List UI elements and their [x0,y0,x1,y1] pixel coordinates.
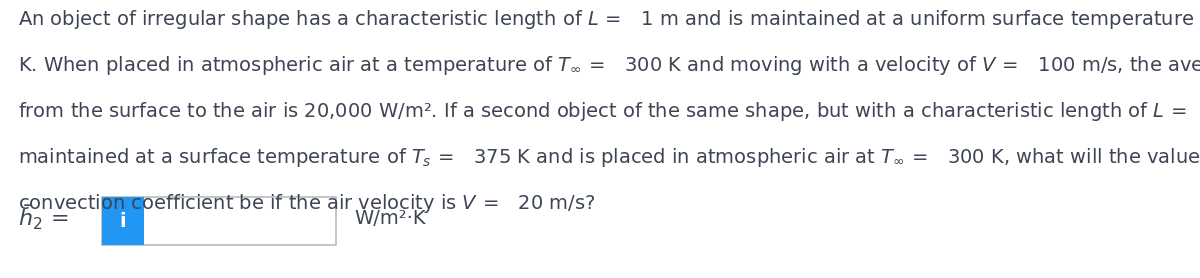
Text: i: i [120,212,126,230]
Text: convection coefficient be if the air velocity is $V\,=\,$  20 m/s?: convection coefficient be if the air vel… [18,192,595,215]
Text: maintained at a surface temperature of $T_s\,=\,$  375 K and is placed in atmosp: maintained at a surface temperature of $… [18,146,1200,169]
Text: K. When placed in atmospheric air at a temperature of $T_\infty\,=\,$  300 K and: K. When placed in atmospheric air at a t… [18,54,1200,77]
Text: An object of irregular shape has a characteristic length of $L\,=\,$  1 m and is: An object of irregular shape has a chara… [18,8,1200,31]
Text: from the surface to the air is 20,000 W/m². If a second object of the same shape: from the surface to the air is 20,000 W/… [18,100,1200,123]
Text: $\bar{h}_2\,=$: $\bar{h}_2\,=$ [18,204,70,232]
Text: W/m²·K: W/m²·K [354,209,426,228]
